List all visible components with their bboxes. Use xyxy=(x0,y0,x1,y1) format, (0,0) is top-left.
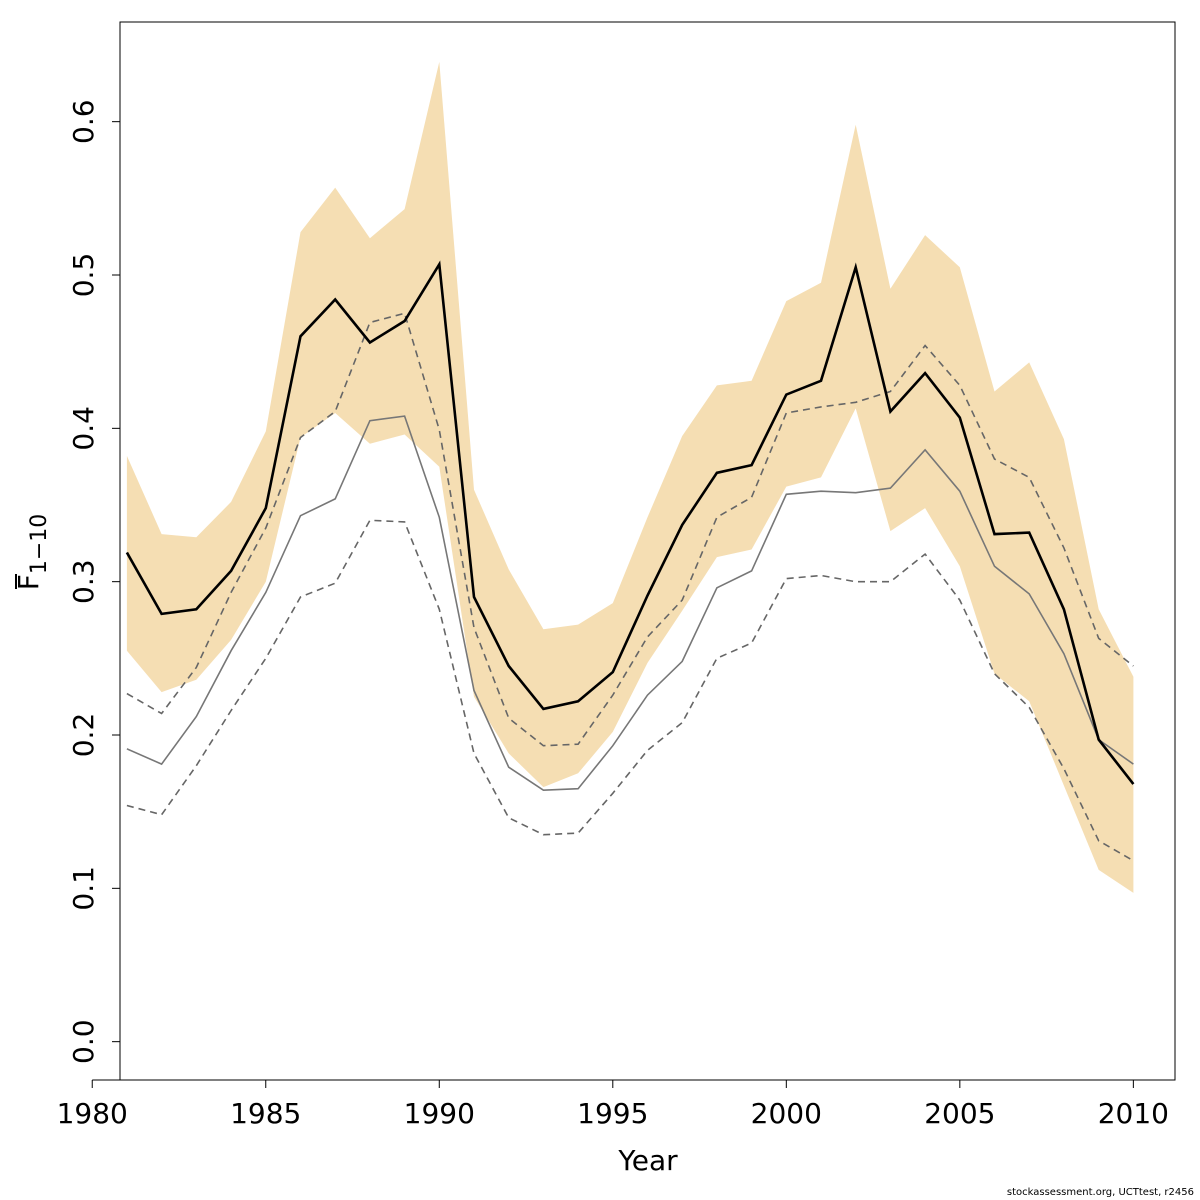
series-line-1 xyxy=(125,260,1135,785)
y-tick-label: 0.6 xyxy=(67,99,100,144)
x-tick-label: 2010 xyxy=(1098,1097,1169,1130)
y-tick-label: 0.2 xyxy=(67,713,100,758)
y-axis-title: F1−10 xyxy=(12,514,52,591)
x-axis-title: Year xyxy=(617,1144,678,1177)
x-axis: 1980 1985 1990 1995 2000 2005 2010 xyxy=(57,1079,1169,1130)
y-tick-label: 0.1 xyxy=(67,866,100,911)
x-tick-label: 1980 xyxy=(57,1097,128,1130)
y-tick-label: 0.4 xyxy=(67,406,100,451)
series-line-2 xyxy=(126,415,1134,792)
x-tick-label: 1985 xyxy=(230,1097,301,1130)
x-tick-label: 2005 xyxy=(924,1097,995,1130)
y-tick-label: 0.0 xyxy=(67,1019,100,1064)
y-axis-title-subscript: 1−10 xyxy=(27,514,52,574)
footer-text: stockassessment.org, UCTtest, r2456 xyxy=(1006,1187,1194,1198)
series-layer xyxy=(125,260,1135,862)
x-tick-label: 1990 xyxy=(404,1097,475,1130)
x-tick-label: 1995 xyxy=(577,1097,648,1130)
x-tick-label: 2000 xyxy=(751,1097,822,1130)
svg-text:F1−10: F1−10 xyxy=(12,514,52,591)
y-axis: 0.0 0.1 0.2 0.3 0.4 0.5 0.6 xyxy=(67,99,121,1064)
y-axis-title-main: F xyxy=(12,574,45,590)
confidence-band-layer xyxy=(126,61,1134,893)
series-line-4 xyxy=(126,519,1134,862)
y-tick-label: 0.3 xyxy=(67,559,100,604)
y-tick-label: 0.5 xyxy=(67,253,100,298)
series-line-3 xyxy=(126,312,1134,747)
confidence-band xyxy=(126,61,1134,893)
